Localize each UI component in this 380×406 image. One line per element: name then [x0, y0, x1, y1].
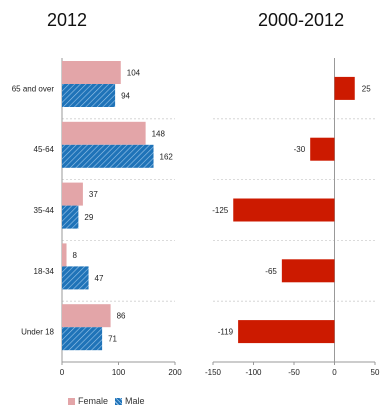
- right-chart-title: 2000-2012: [258, 10, 345, 30]
- bar-female: [62, 304, 111, 328]
- bar-male: [62, 205, 79, 229]
- bar-male: [62, 327, 103, 351]
- legend-label-female: Female: [78, 396, 109, 406]
- right-chart: 25 -30 -125 -65 -119 -150 -100 -50 0 50: [205, 58, 380, 377]
- left-data-label: 8: [73, 251, 78, 260]
- left-data-label: 162: [160, 152, 174, 161]
- right-x-tick-label: 0: [332, 368, 337, 377]
- left-data-label: 71: [108, 335, 117, 344]
- right-x-tick-label: -100: [245, 368, 262, 377]
- left-data-label: 29: [84, 213, 93, 222]
- right-data-label: -30: [294, 145, 306, 154]
- left-data-label: 47: [95, 274, 104, 283]
- left-data-label: 148: [152, 129, 166, 138]
- bar-female: [62, 121, 146, 145]
- right-x-tick-label: -50: [288, 368, 300, 377]
- left-data-label: 104: [127, 69, 141, 78]
- left-category-label: 65 and over: [12, 84, 55, 93]
- left-chart-title: 2012: [47, 10, 88, 30]
- bar-male: [62, 84, 116, 107]
- right-data-label: -65: [265, 267, 277, 276]
- left-chart: 65 and over 104 94 45-64 148 162 35-44 37 29 18-3…: [12, 58, 182, 377]
- bar-female: [62, 182, 83, 206]
- right-x-tick-label: -150: [205, 368, 222, 377]
- bar-female: [62, 243, 67, 267]
- legend: Female Male: [68, 397, 145, 406]
- bar-male: [62, 266, 89, 290]
- change-bar: [233, 198, 335, 222]
- left-category-label: 35-44: [34, 206, 55, 215]
- left-x-tick-label: 100: [112, 368, 126, 377]
- change-bar: [238, 320, 335, 344]
- left-data-label: 37: [89, 190, 98, 199]
- bar-male: [62, 144, 154, 168]
- right-x-tick-label: 50: [371, 368, 380, 377]
- left-category-label: 45-64: [34, 145, 55, 154]
- legend-swatch-female: [68, 398, 75, 405]
- legend-label-male: Male: [125, 396, 145, 406]
- right-data-label: 25: [362, 84, 371, 93]
- right-data-label: -125: [212, 206, 229, 215]
- left-category-label: 18-34: [34, 267, 55, 276]
- left-x-tick-label: 0: [60, 368, 65, 377]
- change-bar: [281, 259, 335, 283]
- left-category-label: Under 18: [21, 328, 54, 337]
- bar-female: [62, 61, 121, 84]
- left-data-label: 94: [121, 92, 130, 101]
- left-x-tick-label: 200: [168, 368, 182, 377]
- change-bar: [310, 137, 335, 161]
- change-bar: [334, 76, 355, 100]
- right-data-label: -119: [218, 328, 234, 337]
- left-data-label: 86: [117, 312, 126, 321]
- legend-swatch-male: [115, 398, 123, 405]
